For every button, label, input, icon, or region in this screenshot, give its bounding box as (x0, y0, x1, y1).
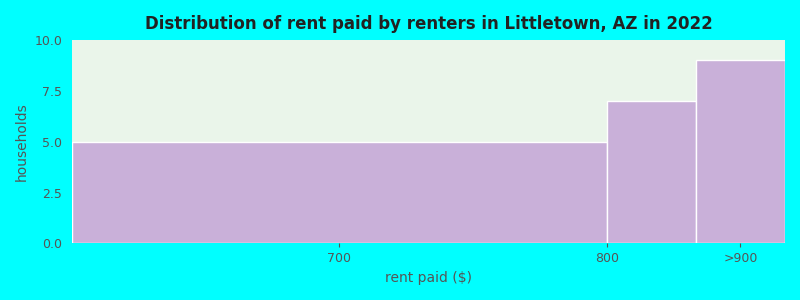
Bar (72, 142, 606, 243)
X-axis label: rent paid ($): rent paid ($) (385, 271, 472, 285)
Bar (696, 60, 785, 243)
Bar (606, 101, 696, 243)
Y-axis label: households: households (15, 102, 29, 181)
Title: Distribution of rent paid by renters in Littletown, AZ in 2022: Distribution of rent paid by renters in … (145, 15, 713, 33)
